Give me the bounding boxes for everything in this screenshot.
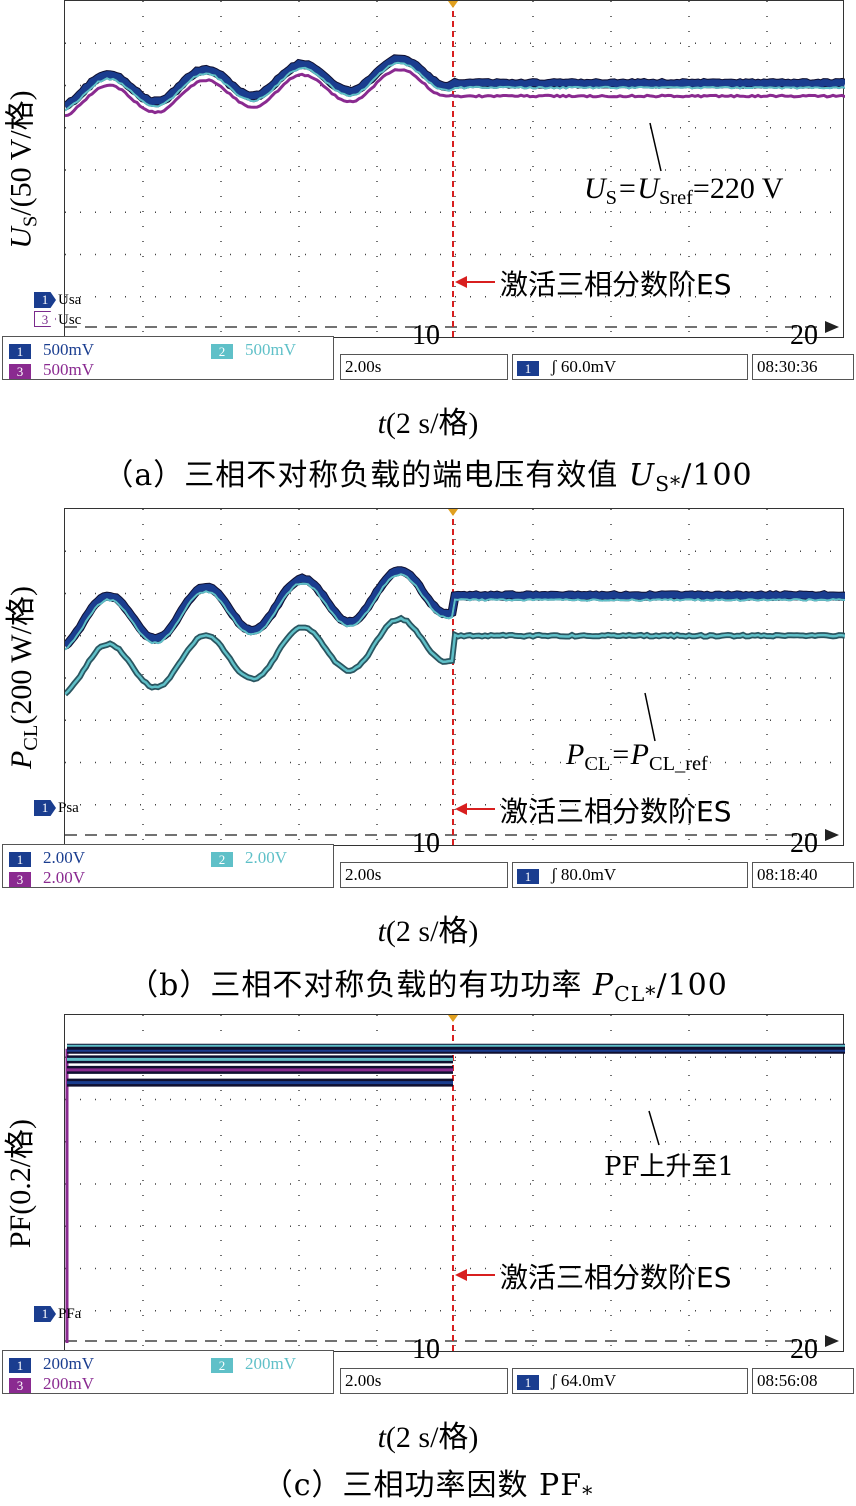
- channel-label-1: 1 Psa: [34, 800, 79, 817]
- trigger-marker: [448, 1, 458, 8]
- trigger-box: 1ʃ 80.0mV: [512, 862, 748, 888]
- caption: （a）三相不对称负载的端电压有效值 US*/100: [0, 450, 856, 496]
- baseline-arrow: [825, 1335, 839, 1347]
- channel-scale-box: 1 200mV 2 200mV 3 200mV: [2, 1350, 334, 1394]
- activate-arrowhead: [455, 1269, 467, 1281]
- x-axis-label: t(2 s/格): [0, 1412, 856, 1456]
- activate-arrowhead: [455, 276, 467, 288]
- caption: （b）三相不对称负载的有功功率 PCL*/100: [0, 960, 856, 1006]
- channel-label-1: 1 Usa: [34, 292, 81, 309]
- timebase-box: 2.00s: [340, 862, 508, 888]
- trigger-box: 1ʃ 64.0mV: [512, 1368, 748, 1394]
- timebase-box: 2.00s: [340, 1368, 508, 1394]
- x-axis-label: t(2 s/格): [0, 906, 856, 950]
- trace-ch1: [65, 59, 845, 106]
- activate-arrowhead: [455, 803, 467, 815]
- activate-label: 激活三相分数阶ES: [500, 790, 731, 830]
- baseline-arrow: [825, 321, 839, 333]
- clock-box: 08:18:40: [752, 862, 854, 888]
- annotation-pointer: [650, 123, 661, 171]
- x-axis-label: t(2 s/格): [0, 398, 856, 442]
- panel-a: US/(50 V/格) 1 Usa 3 Usc US=USref=220 V 激活三…: [0, 0, 856, 500]
- annotation: US=USref=220 V: [584, 172, 783, 210]
- timebase-box: 2.00s: [340, 354, 508, 380]
- activate-label: 激活三相分数阶ES: [500, 1256, 731, 1296]
- annotation: PCL=PCL_ref: [566, 738, 708, 776]
- panel-c: PF(0.2/格) 1 PFa PF上升至1 激活三相分数阶ES 10 20 12…: [0, 1014, 856, 1502]
- scope-screen: [64, 1014, 844, 1352]
- status-bar: 1 200mV 2 200mV 3 200mV 2.00s 1ʃ 64.0mV 08:…: [2, 1350, 854, 1394]
- trigger-marker: [448, 1015, 458, 1022]
- annotation: PF上升至1: [604, 1146, 734, 1183]
- channel-scale-box: 1 2.00V 2 2.00V 3 2.00V: [2, 844, 334, 888]
- status-bar: 1 2.00V 2 2.00V 3 2.00V 2.00s 1ʃ 80.0mV 08:…: [2, 844, 854, 888]
- trigger-box: 1ʃ 60.0mV: [512, 354, 748, 380]
- caption: （c）三相功率因数 PF*: [0, 1460, 856, 1506]
- annotation-pointer: [649, 1111, 659, 1145]
- annotation-pointer: [645, 693, 655, 741]
- trigger-marker: [448, 509, 458, 516]
- clock-box: 08:56:08: [752, 1368, 854, 1394]
- channel-label-1: 1 PFa: [34, 1306, 81, 1323]
- activate-label: 激活三相分数阶ES: [500, 263, 731, 303]
- y-axis-label: PF(0.2/格): [2, 1014, 36, 1354]
- channel-scale-box: 1 500mV 2 500mV 3 500mV: [2, 336, 334, 380]
- y-axis-label: PCL(200 W/格): [2, 508, 36, 848]
- baseline-arrow: [825, 829, 839, 841]
- clock-box: 08:30:36: [752, 354, 854, 380]
- channel-label-3: 3 Usc: [34, 311, 81, 329]
- status-bar: 1 500mV 2 500mV 3 500mV 2.00s 1ʃ 60.0mV 08:…: [2, 336, 854, 380]
- panel-b: PCL(200 W/格) 1 Psa PCL=PCL_ref 激活三相分数阶ES …: [0, 508, 856, 1008]
- y-axis-label: US/(50 V/格): [2, 0, 36, 340]
